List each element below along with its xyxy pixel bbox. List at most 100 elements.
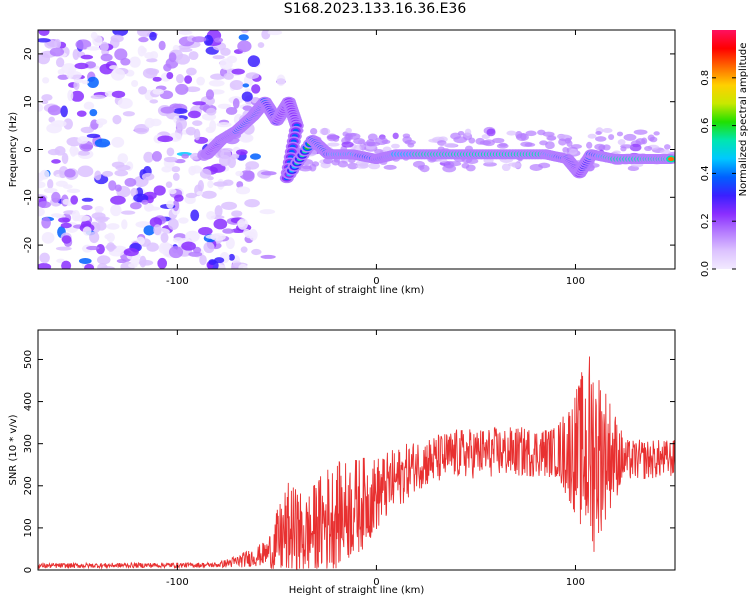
noise-blob bbox=[242, 105, 253, 111]
noise-blob bbox=[60, 222, 72, 229]
noise-blob bbox=[221, 201, 238, 210]
noise-blob bbox=[381, 139, 391, 144]
noise-blob bbox=[171, 166, 181, 173]
noise-blob bbox=[110, 34, 124, 43]
noise-blob bbox=[602, 144, 611, 151]
spectrogram-area bbox=[38, 30, 675, 269]
spectrogram-y-tick-label: 0 bbox=[23, 146, 34, 152]
noise-blob bbox=[620, 146, 627, 152]
noise-blob bbox=[529, 163, 543, 171]
noise-blob bbox=[261, 30, 271, 40]
noise-blob bbox=[187, 110, 201, 119]
noise-blob bbox=[214, 257, 225, 264]
noise-blob bbox=[525, 130, 537, 137]
noise-blob bbox=[105, 244, 117, 250]
noise-blob bbox=[244, 199, 260, 208]
noise-blob bbox=[498, 142, 508, 147]
noise-blob bbox=[223, 72, 234, 80]
snr-frame bbox=[37, 329, 676, 571]
noise-blob bbox=[205, 89, 215, 100]
noise-blob bbox=[120, 210, 136, 215]
noise-blob bbox=[124, 177, 137, 187]
noise-blob bbox=[192, 101, 206, 106]
snr-x-tick-label: 100 bbox=[566, 577, 585, 588]
colorbar-label: Normalized spectral amplitude bbox=[738, 43, 749, 197]
noise-blob bbox=[238, 34, 249, 41]
noise-blob bbox=[55, 57, 65, 68]
noise-blob bbox=[520, 141, 533, 147]
noise-blob bbox=[442, 164, 457, 173]
noise-blob bbox=[159, 241, 172, 252]
noise-blob bbox=[337, 160, 349, 168]
colorbar-gradient bbox=[712, 30, 736, 269]
noise-blob bbox=[229, 80, 244, 90]
noise-blob bbox=[213, 181, 228, 187]
spectrogram-y-tick-label: 10 bbox=[23, 95, 34, 108]
noise-blob bbox=[355, 163, 369, 169]
spectrogram-y-tick-label: 20 bbox=[23, 48, 34, 61]
noise-blob bbox=[257, 42, 265, 48]
noise-blob bbox=[341, 141, 354, 148]
noise-blob bbox=[74, 62, 89, 70]
noise-blob bbox=[175, 54, 191, 65]
noise-blob bbox=[235, 170, 244, 177]
noise-blob bbox=[96, 255, 111, 265]
noise-blob bbox=[94, 138, 111, 148]
noise-blob bbox=[175, 74, 184, 84]
noise-blob bbox=[58, 217, 70, 223]
noise-blob bbox=[259, 209, 276, 215]
noise-blob bbox=[664, 144, 671, 150]
noise-blob bbox=[546, 135, 557, 141]
noise-blob bbox=[250, 153, 261, 160]
noise-blob bbox=[222, 228, 235, 234]
noise-blob bbox=[97, 263, 108, 269]
noise-blob bbox=[347, 162, 359, 170]
noise-blob bbox=[114, 184, 122, 192]
noise-blob bbox=[461, 162, 470, 169]
noise-blob bbox=[199, 254, 207, 266]
noise-blob bbox=[481, 134, 491, 140]
noise-blob bbox=[61, 260, 72, 269]
noise-blob bbox=[217, 103, 232, 109]
noise-blob bbox=[208, 79, 225, 87]
noise-blob bbox=[228, 253, 235, 261]
noise-blob bbox=[241, 91, 253, 102]
noise-blob bbox=[160, 232, 169, 243]
noise-blob bbox=[231, 68, 245, 75]
noise-blob bbox=[185, 86, 201, 93]
noise-blob bbox=[188, 251, 203, 257]
noise-blob bbox=[383, 164, 397, 170]
chart-title: S168.2023.133.16.36.E36 bbox=[283, 1, 467, 17]
noise-blob bbox=[134, 123, 150, 135]
noise-blob bbox=[54, 38, 62, 49]
noise-blob bbox=[42, 77, 50, 84]
noise-blob bbox=[168, 188, 177, 195]
spectrogram-x-label: Height of straight line (km) bbox=[289, 285, 425, 296]
colorbar: 0.0 0.2 0.4 0.6 0.8 Normalized spectral ampli… bbox=[700, 30, 749, 277]
noise-blob bbox=[89, 231, 100, 244]
noise-blob bbox=[78, 258, 92, 265]
noise-blob bbox=[443, 142, 457, 148]
noise-blob bbox=[55, 180, 68, 187]
noise-blob bbox=[38, 263, 52, 269]
snr-series-line bbox=[37, 356, 676, 571]
noise-blob bbox=[67, 89, 74, 102]
noise-blob bbox=[38, 201, 51, 209]
noise-blob bbox=[62, 198, 71, 205]
noise-blob bbox=[175, 83, 189, 95]
noise-blob bbox=[199, 168, 212, 179]
noise-blob bbox=[193, 128, 201, 141]
noise-blob bbox=[168, 52, 177, 63]
noise-blob bbox=[77, 136, 89, 144]
noise-blob bbox=[143, 225, 155, 236]
noise-blob bbox=[139, 255, 147, 268]
noise-blob bbox=[153, 185, 166, 196]
noise-blob bbox=[353, 137, 365, 145]
noise-blob bbox=[181, 153, 189, 159]
noise-blob bbox=[168, 218, 179, 230]
noise-blob bbox=[545, 141, 555, 150]
noise-blob bbox=[41, 231, 55, 244]
noise-blob bbox=[117, 153, 129, 165]
noise-blob bbox=[84, 263, 95, 269]
noise-blob bbox=[464, 128, 472, 137]
